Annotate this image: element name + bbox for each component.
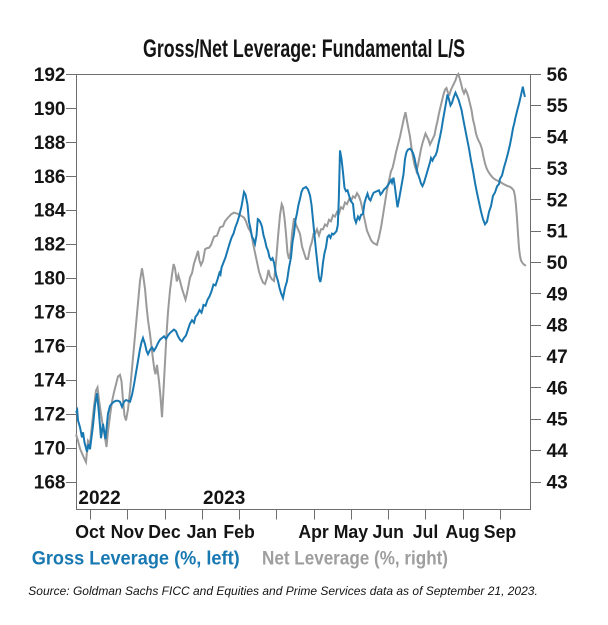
svg-text:Gross Leverage (%, left): Gross Leverage (%, left) — [32, 548, 240, 569]
svg-text:176: 176 — [34, 337, 66, 358]
svg-text:Apr: Apr — [298, 521, 328, 542]
svg-text:50: 50 — [547, 253, 568, 274]
svg-text:43: 43 — [547, 472, 568, 493]
svg-text:170: 170 — [34, 438, 66, 459]
svg-text:190: 190 — [34, 99, 66, 120]
svg-text:53: 53 — [547, 159, 568, 180]
svg-text:180: 180 — [34, 269, 66, 290]
svg-text:Jan: Jan — [187, 521, 217, 542]
svg-text:52: 52 — [547, 190, 568, 211]
svg-text:55: 55 — [547, 96, 569, 117]
svg-text:184: 184 — [34, 201, 66, 222]
svg-text:168: 168 — [34, 472, 66, 493]
svg-text:Dec: Dec — [148, 521, 180, 542]
svg-text:46: 46 — [547, 378, 568, 399]
svg-text:192: 192 — [34, 65, 66, 86]
svg-text:44: 44 — [547, 441, 569, 462]
svg-text:Nov: Nov — [111, 521, 145, 542]
svg-text:172: 172 — [34, 405, 66, 426]
svg-text:2023: 2023 — [203, 488, 245, 509]
svg-text:186: 186 — [34, 167, 66, 188]
svg-text:178: 178 — [34, 303, 66, 324]
svg-text:174: 174 — [34, 371, 66, 392]
svg-text:2022: 2022 — [78, 488, 120, 509]
svg-text:47: 47 — [547, 347, 568, 368]
svg-text:Sep: Sep — [484, 521, 516, 542]
svg-text:Aug: Aug — [446, 521, 480, 542]
svg-text:Source: Goldman Sachs FICC and: Source: Goldman Sachs FICC and Equities … — [28, 585, 538, 598]
svg-text:48: 48 — [547, 316, 568, 337]
svg-text:Net Leverage (%, right): Net Leverage (%, right) — [262, 548, 448, 569]
svg-text:56: 56 — [547, 65, 568, 86]
svg-text:Jul: Jul — [413, 521, 439, 542]
svg-text:54: 54 — [547, 128, 569, 149]
svg-text:Oct: Oct — [75, 521, 105, 542]
svg-text:Feb: Feb — [223, 521, 254, 542]
svg-text:May: May — [334, 521, 369, 542]
svg-text:182: 182 — [34, 235, 66, 256]
svg-text:188: 188 — [34, 133, 66, 154]
svg-text:49: 49 — [547, 284, 568, 305]
svg-text:Jun: Jun — [373, 521, 404, 542]
svg-text:45: 45 — [547, 410, 569, 431]
svg-text:Gross/Net Leverage: Fundamenta: Gross/Net Leverage: Fundamental L/S — [143, 36, 465, 63]
svg-text:51: 51 — [547, 222, 569, 243]
